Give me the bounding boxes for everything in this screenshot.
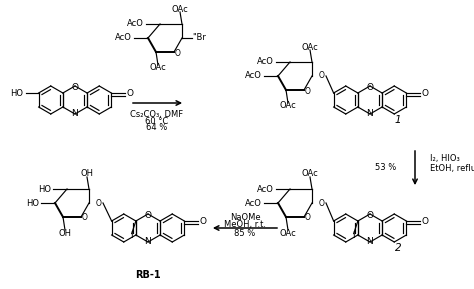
Text: HO: HO — [26, 199, 39, 208]
Text: OAc: OAc — [150, 64, 166, 73]
Text: O: O — [305, 86, 311, 95]
Text: N: N — [366, 236, 374, 245]
Text: 53 %: 53 % — [375, 164, 396, 173]
Text: N: N — [366, 108, 374, 118]
Text: NaOMe: NaOMe — [230, 212, 260, 221]
Text: OH: OH — [81, 170, 93, 179]
Text: O: O — [126, 90, 133, 99]
Text: O: O — [175, 49, 181, 58]
Text: OAc: OAc — [280, 229, 296, 238]
Text: O: O — [82, 214, 88, 223]
Text: OAc: OAc — [172, 5, 188, 14]
Text: O: O — [366, 83, 374, 92]
Text: I₂, HIO₃: I₂, HIO₃ — [430, 153, 460, 162]
Text: 85 %: 85 % — [234, 229, 255, 238]
Text: O: O — [319, 71, 325, 81]
Text: 1: 1 — [395, 115, 401, 125]
Text: AcO: AcO — [127, 19, 144, 29]
Text: OAc: OAc — [280, 101, 296, 110]
Text: 64 %: 64 % — [146, 123, 168, 132]
Text: O: O — [145, 211, 152, 220]
Text: AcO: AcO — [245, 71, 262, 81]
Text: OAc: OAc — [301, 42, 319, 51]
Text: O: O — [421, 90, 428, 99]
Text: I: I — [352, 231, 355, 240]
Text: OAc: OAc — [301, 170, 319, 179]
Text: AcO: AcO — [245, 199, 262, 208]
Text: O: O — [305, 214, 311, 223]
Text: O: O — [199, 218, 206, 227]
Text: RB-1: RB-1 — [135, 270, 161, 280]
Text: HO: HO — [10, 88, 23, 97]
Text: EtOH, reflux: EtOH, reflux — [430, 164, 474, 173]
Text: O: O — [319, 199, 325, 208]
Text: HO: HO — [38, 184, 51, 194]
Text: O: O — [421, 218, 428, 227]
Text: I: I — [130, 231, 133, 240]
Text: AcO: AcO — [257, 58, 274, 66]
Text: Cs₂CO₃, DMF: Cs₂CO₃, DMF — [130, 110, 183, 118]
Text: N: N — [72, 108, 78, 118]
Text: O: O — [72, 83, 79, 92]
Text: MeOH, r.t.: MeOH, r.t. — [224, 221, 266, 229]
Text: 2: 2 — [395, 243, 401, 253]
Text: O: O — [96, 199, 102, 208]
Text: ''Br: ''Br — [192, 32, 206, 42]
Text: OH: OH — [58, 229, 72, 238]
Text: AcO: AcO — [257, 184, 274, 194]
Text: N: N — [145, 236, 151, 245]
Text: AcO: AcO — [115, 34, 132, 42]
Text: O: O — [366, 211, 374, 220]
Text: 60 °C: 60 °C — [146, 116, 169, 125]
